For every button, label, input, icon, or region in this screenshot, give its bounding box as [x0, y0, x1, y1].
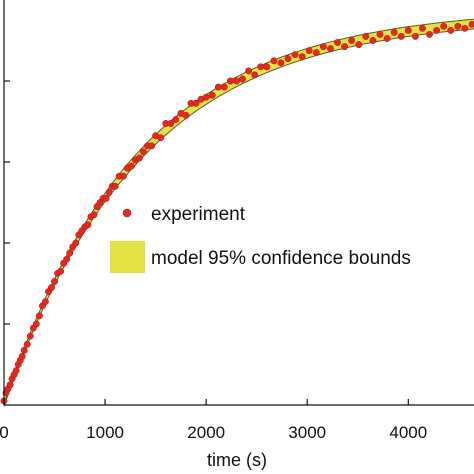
experiment-point — [245, 67, 253, 75]
experiment-point — [233, 77, 240, 85]
experiment-point — [257, 63, 265, 71]
legend-experiment-label: experiment — [151, 204, 246, 225]
experiment-point — [48, 284, 55, 292]
experiment-point — [157, 134, 165, 142]
experiment-point — [214, 83, 222, 91]
experiment-point — [397, 32, 405, 40]
experiment-point — [390, 28, 398, 36]
experiment-point — [319, 43, 327, 51]
experiment-point — [90, 211, 98, 219]
experiment-point — [127, 162, 135, 170]
confidence-band-lower-edge — [3, 28, 474, 407]
experiment-point — [192, 99, 200, 107]
experiment-point — [411, 32, 419, 40]
experiment-point — [167, 120, 175, 127]
experiment-point — [376, 30, 384, 38]
experiment-point — [348, 37, 356, 44]
legend-band-label: model 95% confidence bounds — [151, 248, 411, 269]
experiment-point — [327, 45, 334, 53]
experiment-point — [119, 172, 127, 180]
experiment-point — [148, 142, 156, 150]
x-tick-label: 1000 — [86, 423, 124, 442]
experiment-point — [239, 75, 246, 83]
experiment-point — [208, 91, 216, 99]
x-tick-label: 0 — [0, 423, 9, 442]
experiment-point — [369, 37, 377, 44]
x-tick-label: 3000 — [288, 423, 326, 442]
x-axis-label: time (s) — [207, 450, 267, 470]
experiment-point — [468, 20, 474, 28]
experiment-point — [291, 51, 299, 59]
experiment-point — [226, 77, 234, 85]
x-tick-labels: 0 1000 2000 3000 4000 — [0, 423, 427, 442]
experiment-point — [35, 312, 43, 320]
experiment-point — [440, 22, 448, 30]
experiment-point — [51, 278, 58, 285]
experiment-point — [270, 57, 278, 65]
experiment-point — [277, 59, 285, 67]
experiment-point — [20, 346, 28, 354]
experiment-point — [32, 320, 40, 328]
experiment-point — [172, 116, 180, 123]
experiment-point — [461, 24, 469, 32]
experiment-point — [298, 53, 306, 61]
experiment-point — [23, 340, 31, 348]
experiment-point — [433, 26, 441, 34]
experiment-point — [263, 63, 271, 71]
legend: experiment model 95% confidence bounds — [110, 204, 411, 273]
axes-layer — [3, 0, 474, 406]
experiment-point — [334, 39, 341, 46]
experiment-point — [251, 71, 259, 79]
experiment-point — [63, 255, 71, 263]
experiment-point — [111, 182, 119, 190]
experiment-point — [66, 249, 74, 257]
legend-experiment-marker — [122, 208, 132, 218]
experiment-point — [202, 93, 210, 101]
experiment-point — [140, 148, 147, 156]
experiment-point — [6, 381, 14, 389]
experiment-point — [72, 239, 80, 247]
experiment-point — [12, 367, 20, 375]
experiment-point — [41, 298, 49, 306]
x-tick-label: 4000 — [389, 423, 427, 442]
x-tick-label: 2000 — [187, 423, 225, 442]
experiment-points-layer — [0, 20, 474, 405]
legend-band-swatch — [110, 241, 145, 273]
experiment-point — [102, 194, 110, 202]
experiment-point — [57, 267, 65, 275]
experiment-point — [312, 49, 320, 57]
experiment-point — [305, 47, 313, 55]
experiment-point — [419, 24, 426, 32]
experiment-point — [426, 30, 433, 38]
experiment-point — [182, 111, 190, 119]
experiment-point — [18, 352, 26, 360]
experiment-point — [105, 188, 113, 196]
experiment-point — [84, 221, 92, 229]
experiment-point — [135, 154, 143, 162]
experiment-point — [355, 41, 363, 49]
experiment-point — [26, 332, 34, 340]
experiment-point — [284, 55, 292, 63]
experiment-point — [362, 32, 370, 40]
experiment-point — [383, 35, 391, 42]
experiment-point — [220, 83, 228, 91]
experiment-point — [341, 43, 349, 51]
experiment-point — [454, 22, 462, 30]
experiment-point — [447, 26, 455, 34]
experiment-point — [404, 26, 412, 34]
